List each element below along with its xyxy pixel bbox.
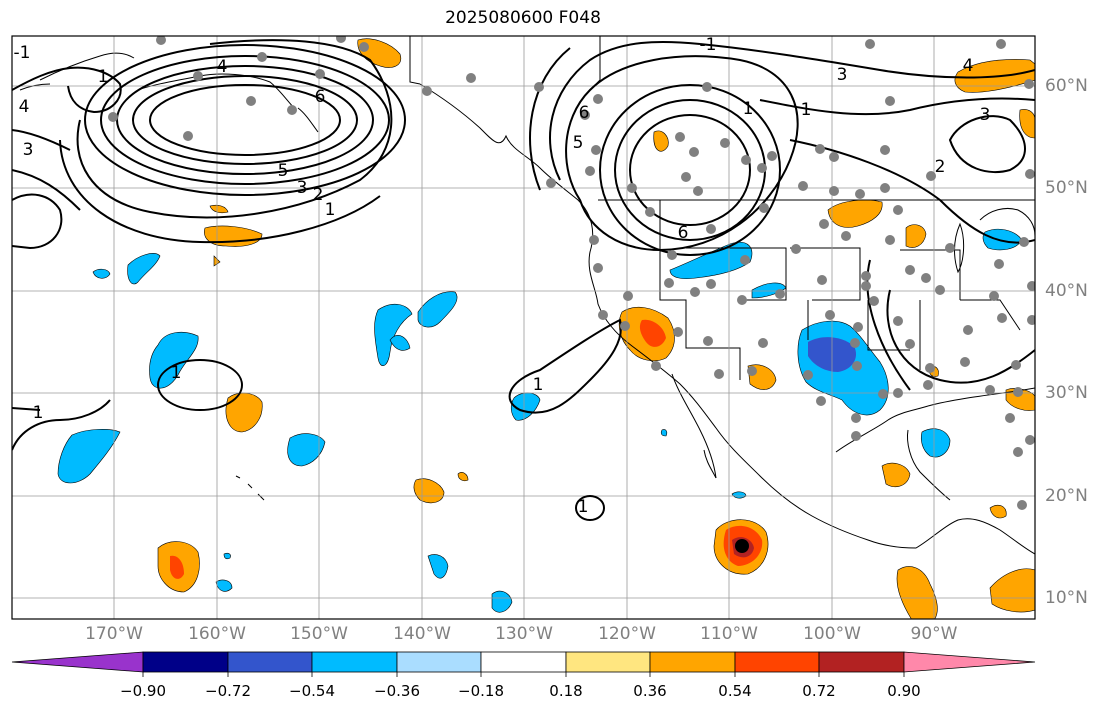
strong-positive-anomaly-fill [170, 319, 763, 579]
contour-label: 6 [315, 87, 326, 107]
contour-label: 1 [578, 497, 589, 517]
contour-label: 4 [217, 57, 228, 77]
lon-label: 170°W [85, 624, 143, 644]
lon-label: 110°W [700, 624, 758, 644]
contours [12, 39, 1035, 521]
contour-label: 3 [23, 140, 34, 160]
lat-label: 30°N [1045, 383, 1088, 403]
colorbar-tick-label: 0.18 [549, 682, 583, 700]
contour-label: 1 [33, 403, 44, 423]
contour-label: 1 [325, 200, 336, 220]
contour-label: 5 [278, 161, 289, 181]
station-markers [108, 36, 1035, 510]
lon-label: 130°W [495, 624, 553, 644]
contour-label: 1 [98, 67, 109, 87]
positive-anomaly-fill [157, 38, 1035, 619]
contour-label: 2 [935, 157, 946, 177]
contour-label: 3 [980, 105, 991, 125]
contour-label: 4 [963, 56, 974, 76]
contour-label: 2 [313, 185, 324, 205]
colorbar-tick-label: 0.36 [633, 682, 667, 700]
colorbar-tick-label: −0.90 [120, 682, 166, 700]
contour-label: 1 [171, 363, 182, 383]
colorbar-tick-label: −0.72 [205, 682, 251, 700]
contour-label: -1 [700, 35, 717, 55]
map-frame [11, 35, 1036, 620]
contour-label: 5 [573, 133, 584, 153]
graticule [12, 36, 1035, 619]
contour-labels: 1 4 6 5 3 2 1 4 3 -1 5 6 1 3 4 3 2 -1 1 … [14, 35, 991, 517]
lat-label: 60°N [1045, 76, 1088, 96]
lat-label: 50°N [1045, 178, 1088, 198]
colorbar-min-extension [11, 651, 144, 673]
contour-label: 6 [579, 103, 590, 123]
lat-label: 20°N [1045, 486, 1088, 506]
colorbar-tick-label: 0.90 [887, 682, 921, 700]
contour-label: 1 [801, 100, 812, 120]
contour-label: 1 [743, 99, 754, 119]
colorbar-max-extension [903, 651, 1036, 673]
coastlines [19, 36, 1035, 555]
colorbar-tick-label: 0.72 [802, 682, 836, 700]
contour-label: 4 [19, 97, 30, 117]
colorbar [11, 651, 1036, 677]
map-title: 2025080600 F048 [445, 8, 601, 28]
lon-label: 150°W [290, 624, 348, 644]
colorbar-tick-label: 0.54 [718, 682, 752, 700]
contour-label: 1 [533, 375, 544, 395]
lon-label: 100°W [803, 624, 861, 644]
colorbar-tick-label: −0.54 [289, 682, 335, 700]
lon-label: 120°W [598, 624, 656, 644]
negative-anomaly-fill [57, 228, 1023, 613]
lon-label: 160°W [188, 624, 246, 644]
contour-label: 6 [678, 223, 689, 243]
contour-label: -1 [14, 43, 31, 63]
colorbar-tick-label: −0.18 [458, 682, 504, 700]
lon-label: 90°W [910, 624, 958, 644]
lon-label: 140°W [393, 624, 451, 644]
colorbar-tick-label: −0.36 [374, 682, 420, 700]
contour-label: 3 [297, 178, 308, 198]
contour-label: 3 [837, 65, 848, 85]
lat-label: 10°N [1045, 588, 1088, 608]
lat-label: 40°N [1045, 281, 1088, 301]
